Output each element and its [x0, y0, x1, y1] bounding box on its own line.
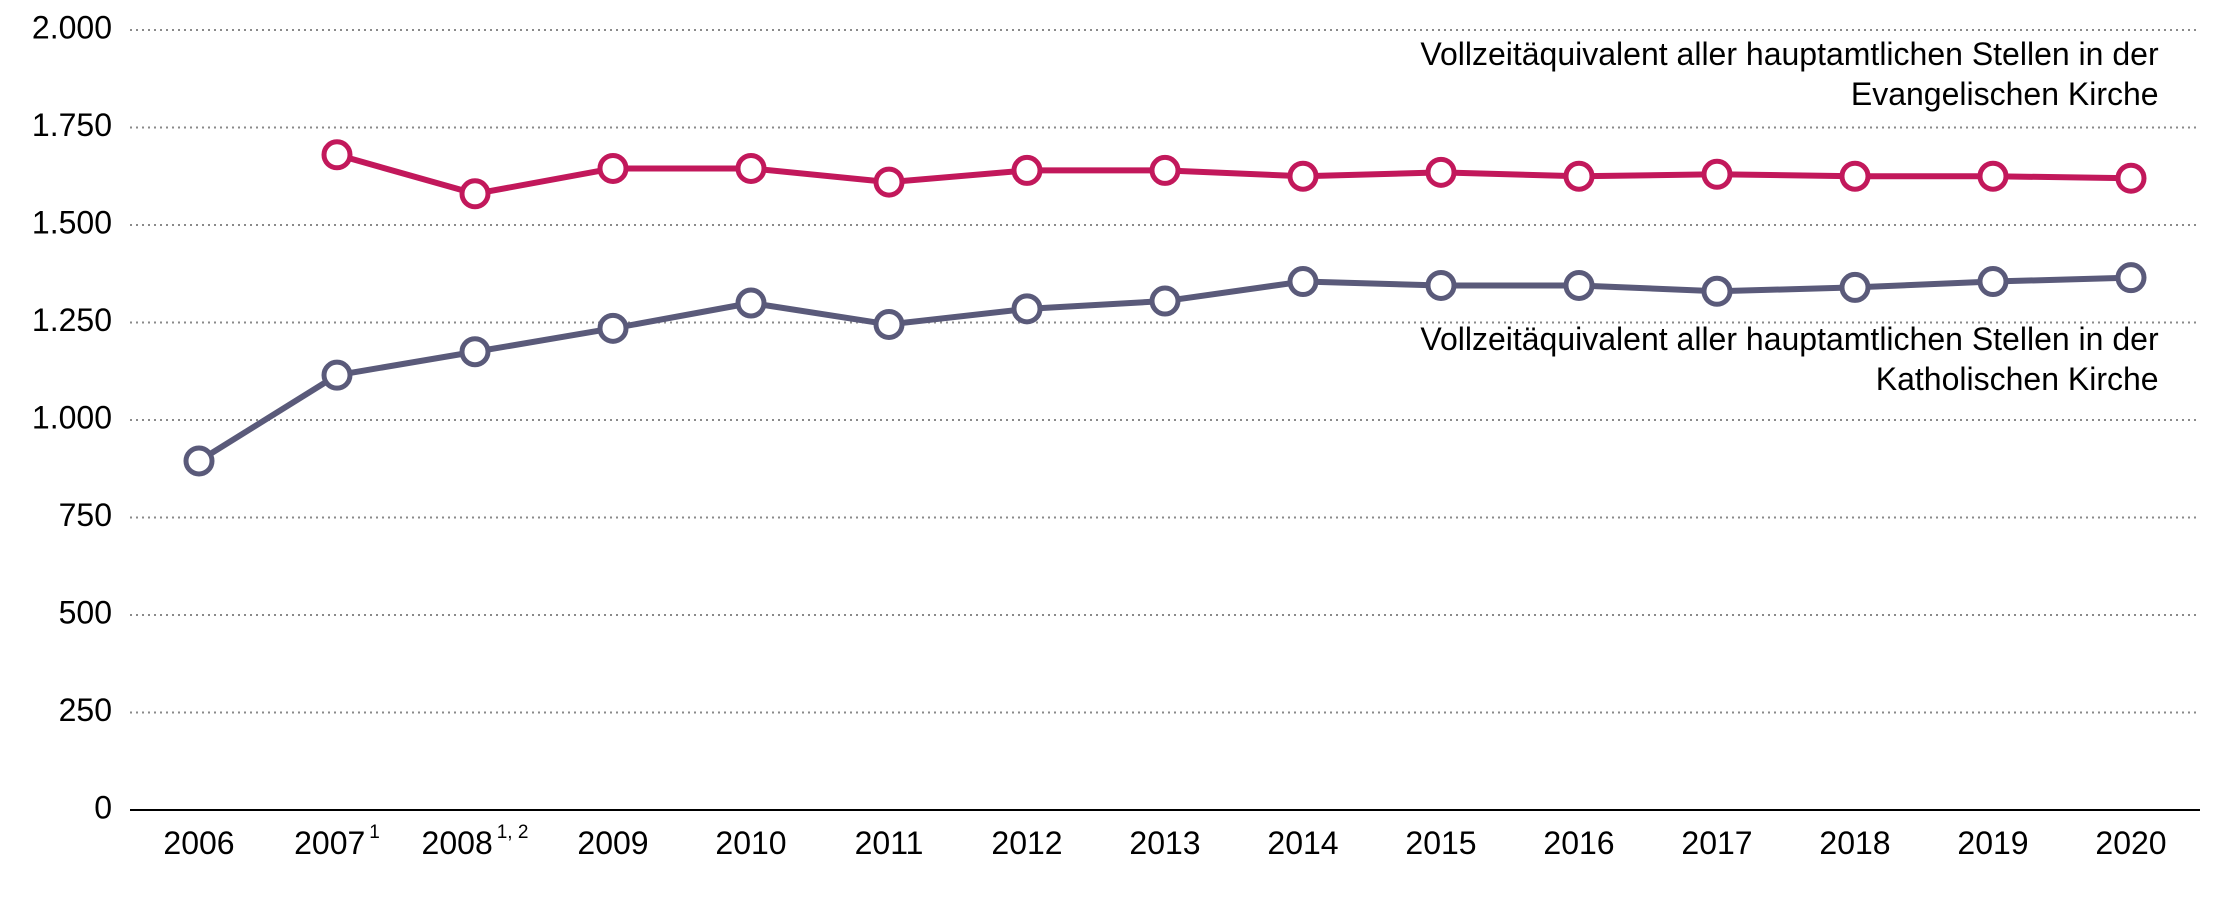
x-tick-label: 2020 — [2095, 825, 2166, 861]
series-marker-katholisch — [186, 448, 212, 474]
series-marker-evangelisch — [2118, 165, 2144, 191]
series-marker-katholisch — [1152, 288, 1178, 314]
series-marker-katholisch — [876, 311, 902, 337]
y-tick-label: 1.500 — [32, 204, 112, 240]
x-tick-label: 2009 — [577, 825, 648, 861]
series-marker-katholisch — [2118, 265, 2144, 291]
series-marker-evangelisch — [1428, 159, 1454, 185]
series-marker-katholisch — [1704, 278, 1730, 304]
series-marker-evangelisch — [1290, 163, 1316, 189]
series-annotation-evangelisch: Vollzeitäquivalent aller hauptamtlichen … — [1420, 36, 2159, 112]
y-tick-label: 250 — [59, 692, 112, 728]
series-marker-katholisch — [1290, 269, 1316, 295]
line-chart: 0 250 500 750 1.000 1.250 1.500 1.750 2.000 2006 2… — [0, 0, 2230, 900]
series-marker-katholisch — [462, 339, 488, 365]
series-marker-katholisch — [1428, 272, 1454, 298]
y-tick-label: 500 — [59, 594, 112, 630]
series-marker-katholisch — [324, 362, 350, 388]
series-marker-evangelisch — [600, 155, 626, 181]
series-marker-evangelisch — [1842, 163, 1868, 189]
series-marker-evangelisch — [1980, 163, 2006, 189]
x-tick-label: 2014 — [1267, 825, 1338, 861]
y-tick-label: 1.000 — [32, 399, 112, 435]
series-marker-katholisch — [1980, 269, 2006, 295]
x-tick-label: 2006 — [163, 825, 234, 861]
x-tick-label: 2011 — [855, 825, 924, 861]
series-marker-katholisch — [1566, 272, 1592, 298]
series-marker-evangelisch — [738, 155, 764, 181]
y-tick-label: 750 — [59, 497, 112, 533]
x-tick-label: 2013 — [1129, 825, 1200, 861]
series-marker-evangelisch — [1704, 161, 1730, 187]
series-marker-evangelisch — [1152, 157, 1178, 183]
x-tick-label: 2017 — [1681, 825, 1752, 861]
series-marker-evangelisch — [1014, 157, 1040, 183]
x-tick-label: 20071 — [294, 822, 380, 861]
y-tick-label: 0 — [94, 789, 112, 825]
y-tick-label: 2.000 — [32, 9, 112, 45]
y-tick-label: 1.750 — [32, 107, 112, 143]
x-tick-label: 2012 — [991, 825, 1062, 861]
y-tick-label: 1.250 — [32, 302, 112, 338]
x-tick-label: 20081, 2 — [422, 822, 529, 861]
series-marker-evangelisch — [324, 142, 350, 168]
x-tick-label: 2016 — [1543, 825, 1614, 861]
series-marker-evangelisch — [462, 181, 488, 207]
series-marker-katholisch — [1842, 274, 1868, 300]
series-marker-katholisch — [738, 290, 764, 316]
series-marker-evangelisch — [876, 169, 902, 195]
series-marker-katholisch — [1014, 296, 1040, 322]
series-annotation-katholisch: Vollzeitäquivalent aller hauptamtlichen … — [1420, 321, 2159, 397]
x-tick-label: 2010 — [715, 825, 786, 861]
series-marker-evangelisch — [1566, 163, 1592, 189]
x-tick-label: 2018 — [1819, 825, 1890, 861]
series-marker-katholisch — [600, 315, 626, 341]
x-tick-label: 2019 — [1957, 825, 2028, 861]
x-tick-label: 2015 — [1405, 825, 1476, 861]
